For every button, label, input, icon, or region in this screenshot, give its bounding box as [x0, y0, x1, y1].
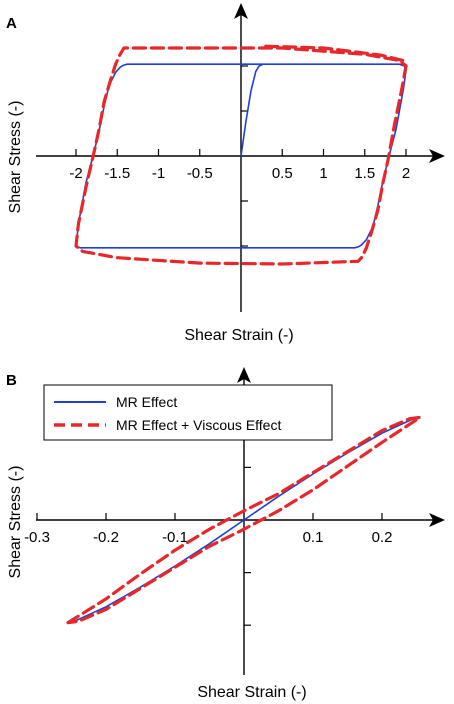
x-tick-label: -0.5 [187, 165, 213, 182]
x-tick-label: 0.2 [372, 529, 393, 546]
series-line-mr-effect [75, 63, 407, 249]
panel-a-chart: A -2 -1.5 -1 -0.5 0.5 1 1.5 2 Shear Strain (-) … [6, 3, 445, 344]
x-tick-label: 0.5 [272, 165, 293, 182]
panel-b-chart: B -0.3 -0.2 -0.1 0.1 0.2 MR Effect MR Effect… [6, 367, 445, 701]
panel-a-x-axis-arrow [429, 149, 445, 163]
panel-b-letter: B [6, 372, 17, 389]
x-tick-label: -1.5 [104, 165, 130, 182]
series-line-mr-viscous-effect [74, 44, 408, 266]
panel-b-y-axis-arrow [237, 367, 251, 383]
x-tick-label: 2 [402, 165, 410, 182]
x-tick-label: -0.2 [93, 529, 119, 546]
x-tick-label: -1 [152, 165, 165, 182]
panel-b-x-axis-label: Shear Strain (-) [197, 684, 306, 701]
series-line-mr-viscous-effect [66, 415, 422, 625]
panel-a-ticks: -2 -1.5 -1 -0.5 0.5 1 1.5 2 [69, 65, 410, 247]
x-tick-label: -0.3 [24, 529, 50, 546]
panel-b-series-group [66, 415, 422, 625]
legend-label-mr-effect: MR Effect [116, 394, 177, 410]
panel-a-letter: A [6, 15, 17, 32]
panel-a-series-group [74, 44, 408, 266]
panel-b-legend: MR Effect MR Effect + Viscous Effect [43, 384, 333, 441]
x-tick-label: 0.1 [303, 529, 324, 546]
panel-a-y-axis-arrow [234, 3, 248, 19]
x-tick-label: -0.1 [162, 529, 188, 546]
legend-box [43, 384, 333, 441]
panel-a-x-axis-label: Shear Strain (-) [184, 327, 293, 344]
legend-label-mr-viscous-effect: MR Effect + Viscous Effect [116, 417, 281, 433]
panel-b-x-axis-arrow [429, 513, 445, 527]
panel-a-y-axis-label: Shear Stress (-) [7, 101, 24, 214]
x-tick-label: 1.5 [354, 165, 375, 182]
x-tick-label: 1 [319, 165, 327, 182]
x-tick-label: -2 [69, 165, 82, 182]
panel-b-y-axis-label: Shear Stress (-) [7, 466, 24, 579]
panel-b-ticks: -0.3 -0.2 -0.1 0.1 0.2 [24, 414, 393, 626]
